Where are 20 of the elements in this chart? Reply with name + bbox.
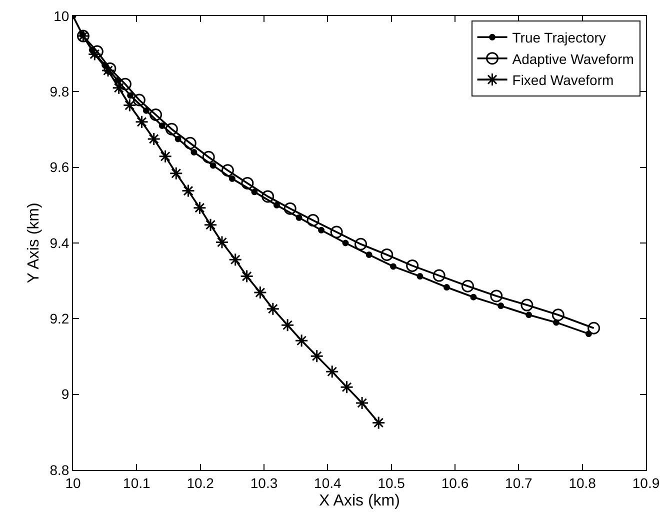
x-tick-label: 10.8 xyxy=(568,474,596,491)
x-tick-label: 10.6 xyxy=(441,474,469,491)
legend-label: Adaptive Waveform xyxy=(512,50,634,67)
x-tick-label: 10.9 xyxy=(632,474,660,491)
y-tick-label: 9.6 xyxy=(50,159,70,176)
y-tick-label: 10 xyxy=(54,8,70,24)
x-axis-title: X Axis (km) xyxy=(319,492,400,510)
x-tick-label: 10.2 xyxy=(186,474,214,491)
x-tick-label: 10.5 xyxy=(378,474,406,491)
y-tick-label: 9.2 xyxy=(50,310,70,327)
y-tick-label: 9.4 xyxy=(50,234,70,251)
x-tick-label: 10.7 xyxy=(505,474,533,491)
x-tick-label: 10.3 xyxy=(250,474,278,491)
y-tick-label: 9.8 xyxy=(50,84,70,100)
legend-label: Fixed Waveform xyxy=(512,72,614,88)
x-tick-label: 10.4 xyxy=(314,474,342,491)
legend-label: True Trajectory xyxy=(512,30,606,46)
y-tick-label: 9 xyxy=(61,386,70,402)
x-tick-label: 10.1 xyxy=(123,474,151,491)
y-axis-title: Y Axis (km) xyxy=(26,202,43,284)
